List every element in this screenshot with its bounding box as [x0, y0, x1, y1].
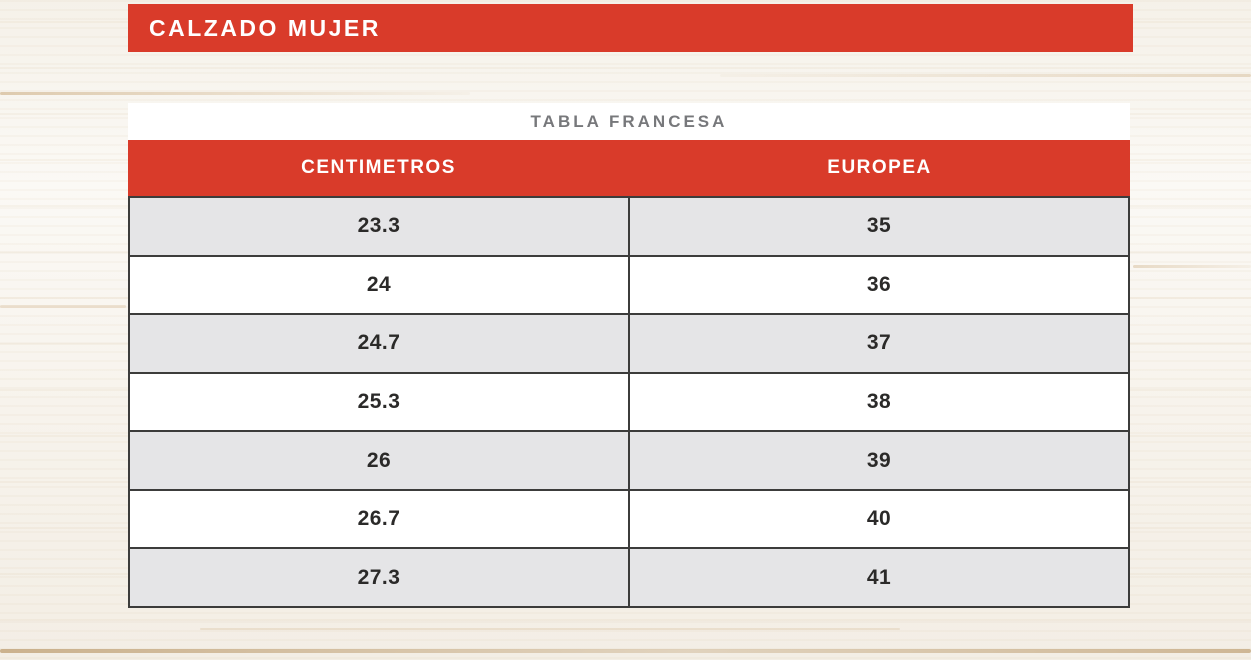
cell-europea: 38: [628, 373, 1128, 431]
table-header-row: CENTIMETROS EUROPEA: [128, 140, 1130, 196]
table-title-strip: TABLA FRANCESA: [128, 103, 1130, 140]
cell-europea: 36: [628, 256, 1128, 314]
table-row: 26 39: [130, 430, 1128, 489]
wood-grain-line: [0, 92, 470, 95]
cell-centimetros: 26.7: [357, 507, 401, 531]
table-row: 26.7 40: [130, 488, 1128, 548]
cell-europea: 39: [628, 432, 1128, 489]
wood-grain-line: [720, 74, 1251, 77]
cell-centimetros: 27.3: [357, 565, 401, 589]
cell-europea: 40: [628, 490, 1128, 548]
size-table-card: TABLA FRANCESA CENTIMETROS EUROPEA 23.3 …: [128, 103, 1130, 608]
table-body: 23.3 35 24 36 24.7 37 25.3 38 26 39 26.7…: [128, 196, 1130, 608]
table-title: TABLA FRANCESA: [530, 111, 728, 131]
column-header-centimetros: CENTIMETROS: [301, 157, 456, 178]
wood-grain-line: [0, 649, 1251, 653]
table-row: 24 36: [130, 254, 1128, 314]
cell-centimetros: 23.3: [357, 214, 401, 238]
wood-grain-line: [1133, 265, 1251, 268]
cell-europea: 35: [628, 198, 1128, 255]
cell-centimetros: 24.7: [357, 331, 401, 355]
section-title: CALZADO MUJER: [149, 14, 381, 41]
section-title-bar: CALZADO MUJER: [128, 4, 1133, 52]
table-row: 27.3 41: [130, 547, 1128, 607]
table-row: 25.3 38: [130, 371, 1128, 431]
cell-europea: 37: [628, 315, 1128, 372]
column-header-europea: EUROPEA: [827, 157, 932, 178]
cell-centimetros: 24: [366, 272, 392, 296]
cell-centimetros: 26: [366, 448, 392, 472]
wood-grain-line: [0, 305, 126, 308]
cell-centimetros: 25.3: [357, 390, 401, 414]
table-row: 24.7 37: [130, 313, 1128, 372]
table-row: 23.3 35: [130, 198, 1128, 255]
wood-grain-line: [200, 628, 900, 630]
cell-europea: 41: [628, 549, 1128, 607]
